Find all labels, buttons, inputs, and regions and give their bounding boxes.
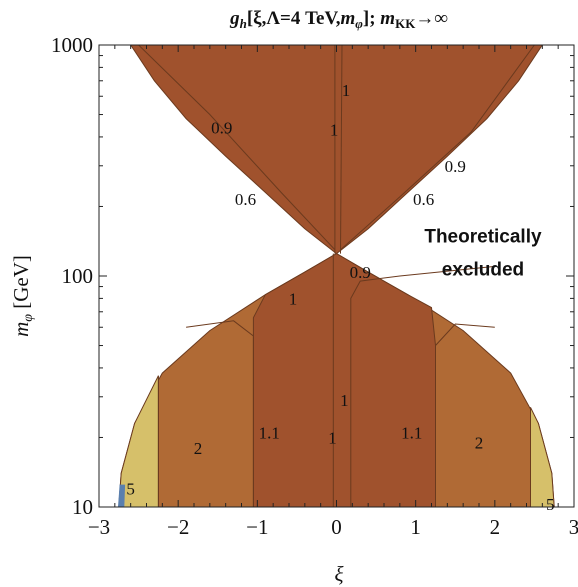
contour-1-right-branch	[350, 265, 495, 507]
contour-label: 2	[475, 434, 484, 453]
title-sub-phi: φ	[355, 16, 363, 31]
chart-title: gh[ξ,Λ=4 TeV,mφ]; mKK→∞	[229, 8, 448, 31]
x-tick-label: 3	[569, 515, 578, 539]
plot-area	[118, 45, 555, 507]
y-tick-label: 10	[72, 495, 93, 519]
y-tick-label: 1000	[51, 33, 93, 57]
region-lt1p1-center	[252, 253, 436, 507]
y-label-sub: φ	[21, 314, 36, 322]
contour-label: 0.9	[350, 263, 371, 282]
contour-1-upper-b	[340, 45, 343, 254]
region-2to5-left	[118, 375, 159, 507]
contour-label: 0.6	[235, 190, 256, 209]
y-label-unit: [GeV]	[9, 255, 33, 314]
contour-label: 1	[340, 391, 349, 410]
annotation-label: Theoretically	[424, 226, 542, 247]
contour-label: 0.6	[413, 190, 434, 209]
y-tick-label: 100	[62, 264, 94, 288]
title-g: g	[229, 8, 240, 29]
x-axis-label: ξ	[335, 562, 344, 586]
contour-label: 2	[194, 439, 203, 458]
title-sub-h: h	[240, 16, 247, 31]
upper-lobe-region	[130, 45, 543, 255]
contour-1p1-right	[435, 323, 495, 507]
title-m: m	[341, 8, 356, 29]
contour-label: 1.1	[401, 424, 422, 443]
regions	[118, 45, 555, 507]
contour-label: 5	[546, 495, 555, 514]
x-tick-label: 2	[490, 515, 501, 539]
contour-label: 5	[126, 480, 135, 499]
region-2to5-right	[530, 407, 555, 507]
x-tick-label: −3	[88, 515, 110, 539]
title-tail: ];	[363, 8, 380, 29]
contour-label: 0.9	[211, 118, 232, 137]
title-arrow: →∞	[415, 8, 448, 29]
title-sub-kk: KK	[395, 16, 416, 31]
title-m2: m	[380, 8, 395, 29]
annotation-label: excluded	[442, 259, 524, 280]
contour-label: 1.1	[259, 424, 280, 443]
contour-0p9-upper-left	[138, 45, 336, 251]
y-label-m: m	[9, 322, 33, 337]
x-tick-label: 0	[331, 515, 342, 539]
y-axis-label: mφ [GeV]	[9, 255, 36, 337]
title-args: [ξ,Λ=4 TeV,	[247, 8, 341, 29]
x-tick-label: 1	[410, 515, 421, 539]
contour-1p1-left	[186, 320, 254, 507]
contour-label: 1	[342, 81, 351, 100]
contour-0p9-upper-right	[340, 45, 535, 251]
contour-label: 1	[328, 428, 337, 447]
region-gt5-left	[118, 484, 126, 507]
contour-label: 0.9	[445, 157, 466, 176]
x-tick-label: −2	[167, 515, 189, 539]
contour-label: 1	[289, 289, 298, 308]
contour-label: 1	[330, 121, 339, 140]
x-tick-label: −1	[246, 515, 268, 539]
